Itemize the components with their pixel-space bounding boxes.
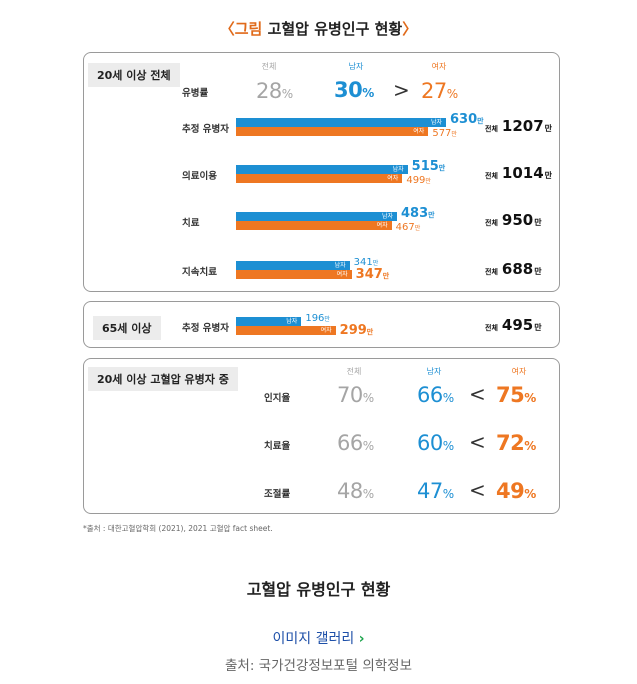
total-value: 전체 1014만: [485, 164, 553, 182]
female-value: 299만: [339, 323, 374, 338]
column-header-female: 여자: [511, 367, 527, 376]
rate-label: 치료율: [264, 441, 291, 452]
female-value: 347만: [355, 267, 390, 282]
female-bar-label: 여자: [320, 327, 332, 334]
female-value: 499만: [406, 175, 431, 186]
chevron-right-icon: ›: [358, 631, 365, 647]
male-bar-label: 남자: [286, 318, 298, 325]
panel-tag: 20세 이상 고혈압 유병자 중: [88, 367, 238, 391]
title-bracket-open: 〈: [219, 20, 235, 38]
rate-male: 66%: [417, 383, 454, 407]
male-bar: 남자: [236, 118, 446, 127]
male-bar: 남자: [236, 261, 350, 270]
total-value: 전체 495만: [485, 316, 542, 334]
rate-total: 66%: [337, 431, 374, 455]
female-value: 577만: [432, 128, 457, 139]
bar-row-label: 지속치료: [182, 267, 217, 278]
male-bar: 남자: [236, 165, 408, 174]
rate-female: 49%: [496, 479, 536, 503]
column-header-male: 남자: [426, 367, 442, 376]
female-bar-label: 여자: [413, 128, 425, 135]
title-bracket-close: 〉: [402, 20, 418, 38]
male-bar-label: 남자: [334, 262, 346, 269]
rate-male: 60%: [417, 431, 454, 455]
image-gallery-link[interactable]: 이미지 갤러리 ›: [0, 628, 637, 648]
source-note: *출처 : 대한고혈압학회 (2021), 2021 고혈압 fact shee…: [83, 524, 273, 533]
female-bar-label: 여자: [376, 222, 388, 229]
male-value: 196만: [305, 313, 330, 324]
male-bar-label: 남자: [381, 213, 393, 220]
panel-tag: 65세 이상: [93, 316, 161, 340]
male-value: 630만: [450, 112, 484, 127]
male-value: 341만: [353, 257, 379, 268]
title-figure-label: 그림: [234, 20, 263, 38]
prevalence-total: 28%: [256, 79, 293, 103]
infographic-title: 〈그림 고혈압 유병인구 현황〉: [0, 18, 637, 39]
rate-comparator: <: [469, 478, 486, 502]
bar-row-label: 추정 유병자: [182, 124, 230, 135]
prevalence-comparator: >: [393, 78, 410, 102]
male-value: 483만: [401, 206, 435, 221]
title-text: 고혈압 유병인구 현황: [262, 20, 403, 38]
rate-female: 72%: [496, 431, 536, 455]
bar-row-label: 의료이용: [182, 171, 217, 182]
total-value: 전체 950만: [485, 211, 542, 229]
bar-row-label: 치료: [182, 218, 200, 229]
total-value: 전체 688만: [485, 260, 542, 278]
panel-patient-rates: 20세 이상 고혈압 유병자 중 전체 남자 여자 인지율 70% 66% <75% 치…: [83, 358, 560, 514]
image-gallery-label[interactable]: 이미지 갤러리: [272, 631, 355, 647]
rate-comparator: <: [469, 430, 486, 454]
prevalence-female: 27%: [421, 79, 458, 103]
column-header-female: 여자: [431, 62, 447, 71]
rate-label: 인지율: [264, 393, 291, 404]
female-value: 467만: [395, 222, 421, 233]
female-bar: 여자: [236, 221, 392, 230]
figure-caption: 고혈압 유병인구 현황: [246, 580, 391, 599]
column-header-total: 전체: [346, 367, 362, 376]
rate-total: 70%: [337, 383, 374, 407]
panel-adults-all: 20세 이상 전체 전체 남자 여자 유병률 28% 30% > 27% 추정 …: [83, 52, 560, 292]
source-credit: 출처: 국가건강정보포털 의학정보: [224, 658, 412, 674]
female-bar-label: 여자: [336, 271, 348, 278]
rate-comparator: <: [469, 382, 486, 406]
bar-row-label: 추정 유병자: [182, 323, 230, 334]
female-bar: 여자: [236, 127, 429, 136]
female-bar: 여자: [236, 270, 352, 279]
male-bar-label: 남자: [392, 166, 404, 173]
prevalence-male: 30%: [334, 78, 374, 102]
male-value: 515만: [411, 159, 446, 174]
column-header-total: 전체: [261, 62, 277, 71]
rate-total: 48%: [337, 479, 374, 503]
column-header-male: 남자: [348, 62, 364, 71]
female-bar: 여자: [236, 326, 336, 335]
male-bar-label: 남자: [430, 119, 442, 126]
total-value: 전체 1207만: [485, 117, 553, 135]
rate-female: 75%: [496, 383, 536, 407]
female-bar: 여자: [236, 174, 403, 183]
prevalence-label: 유병률: [182, 88, 209, 99]
rate-male: 47%: [417, 479, 454, 503]
female-bar-label: 여자: [387, 175, 399, 182]
panel-tag: 20세 이상 전체: [88, 63, 180, 87]
male-bar: 남자: [236, 317, 302, 326]
male-bar: 남자: [236, 212, 397, 221]
rate-label: 조절률: [264, 489, 291, 500]
